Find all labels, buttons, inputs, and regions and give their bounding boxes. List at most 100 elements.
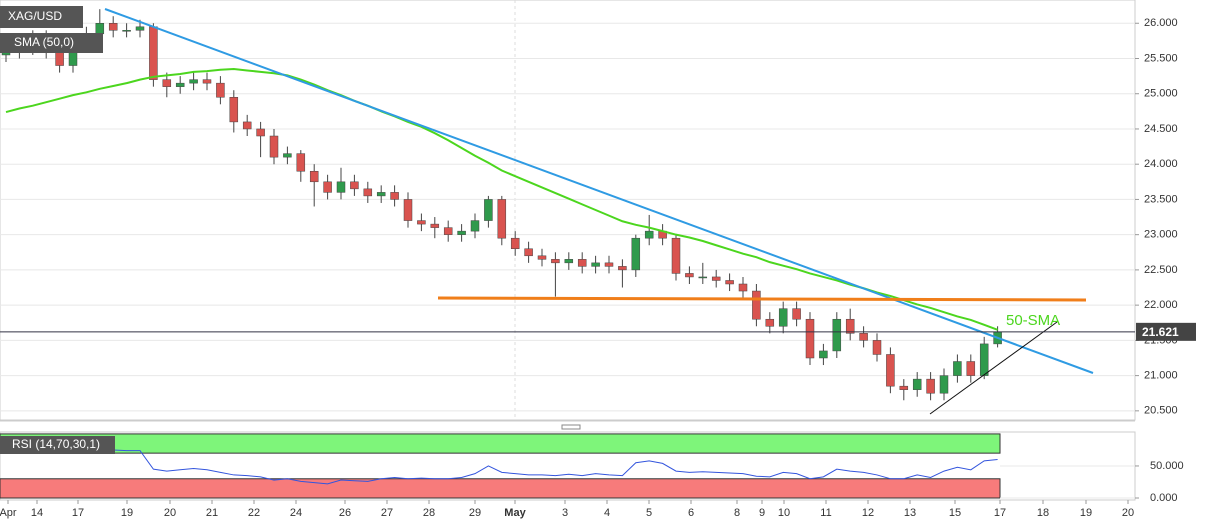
candle-body [604, 262, 614, 267]
candle-body [778, 308, 788, 327]
candle-body [752, 290, 761, 320]
x-tick-label: 22 [248, 507, 260, 519]
candle-body [711, 276, 721, 281]
y-tick-label: 23.000 [1144, 229, 1178, 241]
candle-body [738, 283, 748, 292]
candle-body [966, 361, 976, 376]
candle-body [296, 153, 306, 172]
candle-body [618, 266, 627, 271]
candle-body [537, 255, 547, 260]
candle-body [149, 26, 158, 80]
candle-body [497, 199, 507, 239]
candle-body [926, 378, 935, 394]
candle-body [685, 273, 694, 278]
x-tick-label: May [504, 507, 526, 519]
candle-body [805, 318, 815, 359]
overbought-zone [0, 433, 1001, 454]
oversold-zone [0, 478, 1001, 499]
candle-body [175, 82, 185, 87]
candle-body [269, 135, 279, 158]
candle-body [443, 227, 453, 235]
x-tick-label: Apr [0, 507, 17, 519]
candle-body [376, 192, 386, 197]
sma-legend-box[interactable] [0, 33, 103, 53]
candle-body [323, 181, 332, 193]
candle-body [524, 248, 533, 257]
candle-body [202, 79, 212, 84]
candle-body [845, 318, 855, 334]
candle-body [886, 354, 895, 387]
y-tick-label: 22.500 [1144, 264, 1178, 276]
candle-body [242, 121, 252, 130]
x-tick-label: 21 [206, 507, 218, 519]
x-tick-label: 3 [562, 507, 568, 519]
x-tick-label: 20 [164, 507, 176, 519]
x-tick-label: 8 [734, 507, 740, 519]
x-tick-label: 18 [1037, 507, 1049, 519]
candle-body [832, 318, 842, 352]
symbol-box[interactable] [0, 6, 83, 28]
candle-body [591, 262, 600, 267]
y-tick-label: 23.500 [1144, 193, 1178, 205]
candle-body [470, 220, 480, 232]
candle-body [55, 51, 64, 66]
x-tick-label: 13 [904, 507, 916, 519]
rsi-legend-box[interactable] [0, 436, 115, 454]
x-tick-label: 17 [994, 507, 1006, 519]
y-tick-label: 24.500 [1144, 123, 1178, 135]
candle-body [644, 230, 654, 239]
x-tick-label: 6 [688, 507, 694, 519]
candle-body [162, 79, 172, 87]
candle-body [256, 128, 265, 137]
main-layer [0, 9, 1135, 412]
candle-body [189, 79, 198, 84]
trend-line [104, 8, 1094, 374]
candle-body [216, 82, 225, 98]
candle-body [283, 153, 292, 158]
x-tick-label: 4 [604, 507, 610, 519]
candle-body [819, 350, 828, 359]
candle-body [390, 192, 399, 200]
candle-body [564, 259, 574, 264]
rsi-y-tick-label: 0.000 [1150, 492, 1178, 504]
x-tick-label: 11 [820, 507, 831, 519]
x-tick-label: 10 [778, 507, 790, 519]
y-tick-label: 25.000 [1144, 88, 1178, 100]
x-tick-label: 15 [949, 507, 961, 519]
x-tick-label: 5 [646, 507, 652, 519]
x-tick-label: 28 [423, 507, 435, 519]
candle-body [336, 181, 346, 193]
candle-body [309, 170, 319, 183]
candle-body [698, 276, 708, 279]
rsi-legend: RSI (14,70,30,1) [12, 437, 100, 451]
y-tick-label: 24.000 [1144, 158, 1178, 170]
candle-body [792, 308, 801, 320]
y-tick-label: 22.000 [1144, 299, 1178, 311]
candle-body [872, 340, 882, 355]
sma-annotation: 50-SMA [1006, 312, 1060, 329]
x-tick-label: 12 [862, 507, 874, 519]
candle-body [765, 318, 775, 327]
rsi-layer [0, 433, 1135, 499]
rsi-y-tick-label: 50.000 [1150, 460, 1184, 472]
candle-body [95, 23, 105, 35]
candle-body [939, 375, 949, 394]
candle-body [510, 237, 520, 250]
x-tick-label: 19 [1080, 507, 1092, 519]
resize-handle[interactable] [561, 424, 581, 430]
candle-body [417, 220, 426, 225]
candle-body [363, 188, 373, 197]
x-tick-label: 19 [121, 507, 133, 519]
x-tick-label: 29 [469, 507, 481, 519]
y-tick-label: 26.000 [1144, 17, 1178, 29]
support-line [929, 321, 1058, 415]
candle-body [953, 361, 962, 376]
x-tick-label: 17 [72, 507, 84, 519]
candle-body [403, 199, 413, 221]
candle-body [484, 199, 493, 221]
candle-body [899, 385, 909, 390]
candle-body [577, 259, 587, 267]
symbol: XAG/USD [8, 9, 62, 23]
candle-body [725, 280, 734, 285]
